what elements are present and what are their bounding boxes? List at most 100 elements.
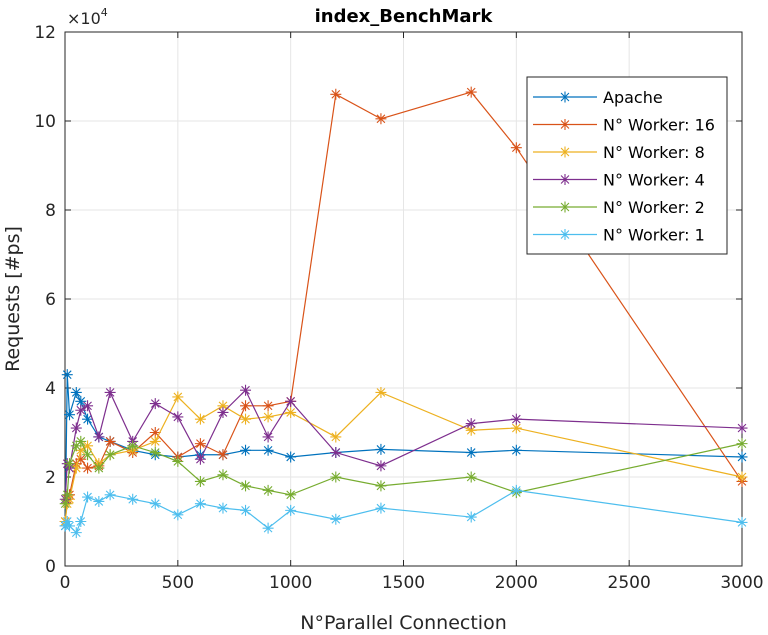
x-tick-label: 500 bbox=[162, 573, 194, 593]
data-point bbox=[285, 395, 297, 407]
x-tick-label: 0 bbox=[60, 573, 71, 593]
legend-item: Apache bbox=[533, 88, 663, 107]
data-point bbox=[70, 440, 82, 452]
y-exponent-power: 4 bbox=[101, 6, 108, 19]
data-point bbox=[375, 386, 387, 398]
y-tick-label: 6 bbox=[45, 290, 56, 310]
data-point bbox=[330, 447, 342, 459]
data-point bbox=[75, 404, 87, 416]
data-point bbox=[375, 460, 387, 472]
x-tick-label: 1500 bbox=[382, 573, 425, 593]
legend-label: N° Worker: 16 bbox=[603, 116, 715, 135]
data-point bbox=[93, 495, 105, 507]
data-point bbox=[82, 413, 94, 425]
legend-label: N° Worker: 8 bbox=[603, 143, 705, 162]
data-point bbox=[465, 418, 477, 430]
legend: Apache N° Worker: 16 N° Worker: 8 N° Worker… bbox=[526, 76, 728, 255]
data-point bbox=[172, 411, 184, 423]
data-point bbox=[104, 449, 116, 461]
data-point bbox=[262, 444, 274, 456]
data-point bbox=[149, 398, 161, 410]
legend-item: N° Worker: 1 bbox=[533, 226, 705, 245]
data-point bbox=[240, 413, 252, 425]
data-point bbox=[70, 422, 82, 434]
data-point bbox=[149, 498, 161, 510]
x-tick-label: 2000 bbox=[495, 573, 538, 593]
data-point bbox=[82, 491, 94, 503]
data-point bbox=[240, 444, 252, 456]
data-point bbox=[240, 384, 252, 396]
data-point bbox=[330, 431, 342, 443]
data-point bbox=[172, 391, 184, 403]
data-point bbox=[375, 502, 387, 514]
data-point bbox=[61, 516, 73, 527]
data-point bbox=[104, 386, 116, 398]
legend-item: N° Worker: 16 bbox=[533, 116, 715, 135]
y-tick-label: 2 bbox=[45, 468, 56, 488]
data-point bbox=[217, 406, 229, 418]
data-point bbox=[149, 435, 161, 447]
data-point bbox=[93, 431, 105, 443]
legend-label: N° Worker: 4 bbox=[603, 171, 705, 190]
y-tick-label: 10 bbox=[34, 112, 56, 132]
data-point bbox=[61, 489, 73, 501]
legend-marker bbox=[559, 229, 571, 240]
data-point bbox=[510, 422, 522, 434]
y-tick-label: 12 bbox=[34, 23, 56, 43]
x-tick-label: 2500 bbox=[608, 573, 651, 593]
legend-label: N° Worker: 2 bbox=[603, 198, 705, 217]
data-point bbox=[75, 453, 87, 465]
x-axis-label: N°Parallel Connection bbox=[300, 612, 507, 634]
data-point bbox=[194, 498, 206, 510]
y-axis-label: Requests [#ps] bbox=[2, 226, 24, 372]
x-tick-label: 1000 bbox=[269, 573, 312, 593]
data-point bbox=[375, 480, 387, 492]
data-point bbox=[262, 400, 274, 412]
data-point bbox=[510, 484, 522, 496]
data-point bbox=[465, 471, 477, 483]
data-point bbox=[736, 516, 748, 528]
x-tick-label: 3000 bbox=[720, 573, 763, 593]
legend-marker bbox=[559, 146, 571, 158]
data-point bbox=[82, 400, 94, 412]
data-point bbox=[510, 413, 522, 425]
data-point bbox=[285, 451, 297, 463]
data-point bbox=[70, 527, 82, 539]
data-point bbox=[736, 451, 748, 463]
data-point bbox=[194, 438, 206, 450]
data-point bbox=[262, 484, 274, 496]
data-point bbox=[64, 520, 76, 532]
data-point bbox=[262, 431, 274, 443]
data-point bbox=[240, 504, 252, 516]
data-point bbox=[217, 400, 229, 412]
data-point bbox=[736, 471, 748, 483]
data-point bbox=[75, 435, 87, 447]
data-point bbox=[217, 449, 229, 461]
data-point bbox=[465, 447, 477, 459]
data-point bbox=[510, 142, 522, 154]
data-point bbox=[172, 455, 184, 467]
data-point bbox=[217, 469, 229, 481]
data-point bbox=[127, 493, 139, 505]
data-point bbox=[465, 511, 477, 523]
legend-box bbox=[526, 76, 728, 255]
data-point bbox=[64, 409, 76, 421]
data-point bbox=[82, 440, 94, 452]
data-point bbox=[375, 443, 387, 455]
data-point bbox=[104, 489, 116, 501]
y-tick-label: 0 bbox=[45, 557, 56, 577]
legend-label: N° Worker: 1 bbox=[603, 226, 705, 245]
legend-label: Apache bbox=[603, 88, 663, 107]
legend-marker bbox=[559, 174, 571, 185]
chart-title: index_BenchMark bbox=[315, 6, 494, 27]
data-point bbox=[240, 480, 252, 492]
data-point bbox=[285, 406, 297, 418]
data-point bbox=[262, 522, 274, 534]
data-point bbox=[194, 475, 206, 487]
data-point bbox=[375, 113, 387, 125]
data-point bbox=[75, 395, 87, 407]
axis-ticks: 0 500 1000 1500 2000 2500 3000 0 2 4 6 8 10 12 bbox=[34, 23, 763, 593]
data-point bbox=[104, 435, 116, 447]
data-point bbox=[82, 462, 94, 474]
